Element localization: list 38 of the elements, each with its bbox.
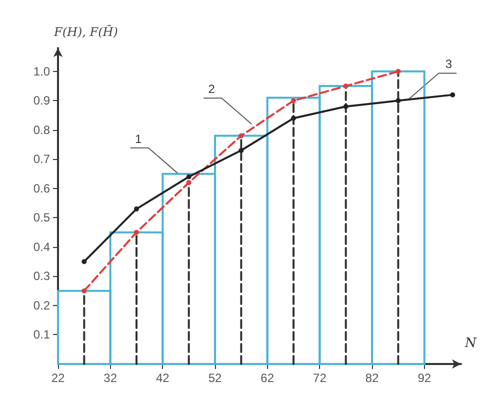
point — [396, 68, 401, 74]
y-tick-label: 0.4 — [33, 240, 50, 254]
x-tick-label: 72 — [313, 371, 327, 385]
annotation: 2 — [208, 82, 216, 96]
y-tick-label: 0.6 — [33, 181, 50, 196]
point — [343, 84, 348, 89]
point — [82, 288, 87, 294]
point — [238, 133, 244, 138]
x-tick-label: 22 — [51, 371, 65, 385]
point — [450, 92, 456, 98]
x-tick-label: 62 — [260, 371, 274, 385]
y-tick-label: 0.1 — [33, 328, 50, 342]
y-axis-title: F(H), F(H̄) — [53, 24, 118, 39]
annotation: 1 — [135, 132, 142, 146]
annotation: 3 — [445, 57, 452, 72]
x-tick-label: 92 — [418, 371, 432, 385]
y-tick-label: 0.2 — [33, 298, 50, 312]
x-tick-label: 42 — [156, 371, 170, 385]
y-tick-label: 0.8 — [33, 122, 50, 137]
x-axis-title: N — [464, 336, 477, 351]
point — [343, 104, 348, 110]
x-tick-label: 52 — [208, 371, 222, 385]
y-tick-label: 0.7 — [33, 152, 50, 166]
point — [186, 180, 192, 186]
point — [396, 98, 401, 104]
y-tick-label: 0.5 — [33, 210, 50, 225]
point — [134, 206, 140, 212]
point — [238, 148, 244, 153]
point — [291, 116, 296, 121]
y-tick-label: 1.0 — [33, 64, 50, 78]
x-tick-label: 82 — [365, 371, 380, 385]
point — [82, 259, 87, 264]
point — [291, 98, 296, 104]
point — [186, 174, 192, 180]
y-tick-label: 0.9 — [33, 94, 50, 108]
point — [134, 230, 140, 235]
y-tick-label: 0.3 — [33, 269, 50, 284]
x-tick-label: 32 — [104, 371, 118, 385]
